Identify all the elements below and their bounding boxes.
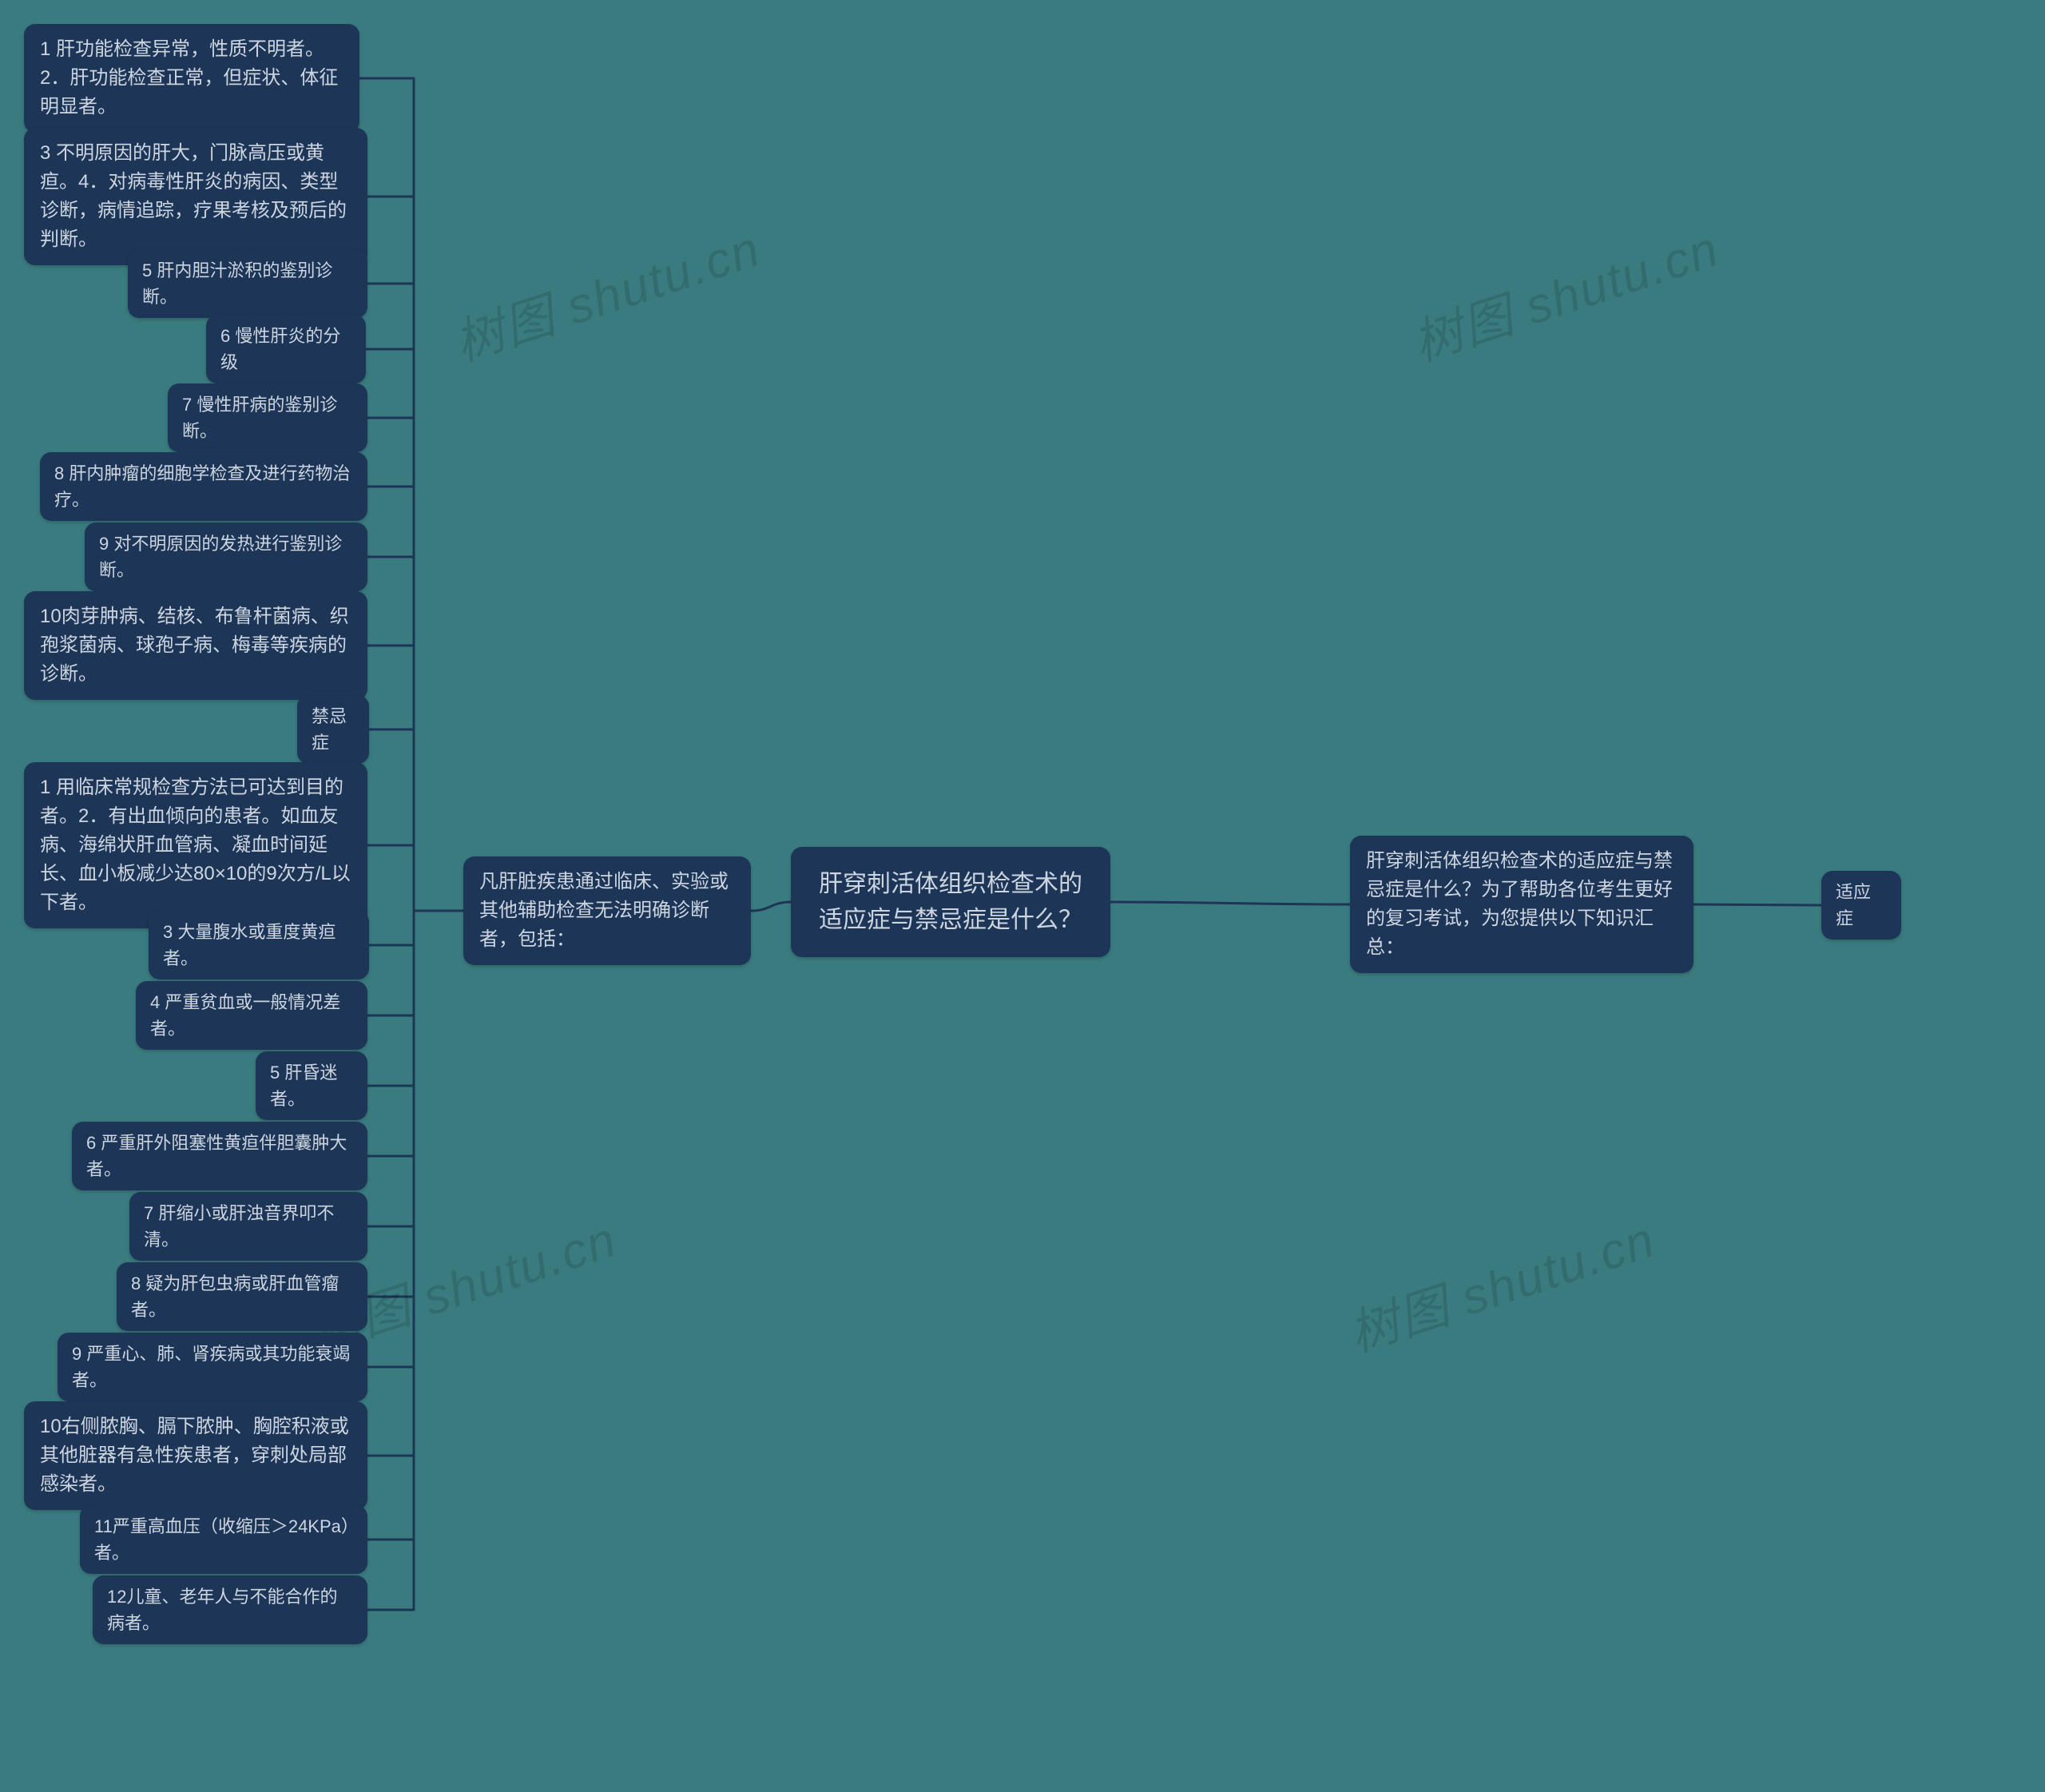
mindmap-node-right1[interactable]: 肝穿刺活体组织检查术的适应症与禁忌症是什么？为了帮助各位考生更好的复习考试，为您… xyxy=(1350,836,1694,973)
mindmap-node-L3[interactable]: 5 肝内胆汁淤积的鉴别诊断。 xyxy=(128,249,367,318)
edge xyxy=(1694,904,1821,905)
mindmap-node-L16[interactable]: 8 疑为肝包虫病或肝血管瘤者。 xyxy=(117,1262,367,1331)
mindmap-node-L6[interactable]: 8 肝内肿瘤的细胞学检查及进行药物治疗。 xyxy=(40,452,367,521)
mindmap-node-L2[interactable]: 3 不明原因的肝大，门脉高压或黄疸。4．对病毒性肝炎的病因、类型诊断，病情追踪，… xyxy=(24,128,367,265)
mindmap-node-L5[interactable]: 7 慢性肝病的鉴别诊断。 xyxy=(168,383,367,452)
mindmap-node-L11[interactable]: 3 大量腹水或重度黄疸者。 xyxy=(149,911,369,979)
mindmap-node-L10[interactable]: 1 用临床常规检查方法已可达到目的者。2．有出血倾向的患者。如血友病、海绵状肝血… xyxy=(24,762,367,928)
mindmap-node-L1[interactable]: 1 肝功能检查异常，性质不明者。2．肝功能检查正常，但症状、体征明显者。 xyxy=(24,24,359,133)
edge xyxy=(1110,902,1350,904)
mindmap-node-L19[interactable]: 11严重高血压（收缩压＞24KPa）者。 xyxy=(80,1505,367,1574)
mindmap-node-L17[interactable]: 9 严重心、肺、肾疾病或其功能衰竭者。 xyxy=(58,1333,367,1401)
mindmap-node-L14[interactable]: 6 严重肝外阻塞性黄疸伴胆囊肿大者。 xyxy=(72,1122,367,1190)
mindmap-node-L9[interactable]: 禁忌症 xyxy=(297,695,369,764)
mindmap-node-L12[interactable]: 4 严重贫血或一般情况差者。 xyxy=(136,981,367,1050)
mindmap-node-right2[interactable]: 适应症 xyxy=(1821,871,1901,940)
mindmap-node-L15[interactable]: 7 肝缩小或肝浊音界叩不清。 xyxy=(129,1192,367,1261)
mindmap-node-left1[interactable]: 凡肝脏疾患通过临床、实验或其他辅助检查无法明确诊断者，包括： xyxy=(463,856,751,965)
mindmap-node-L20[interactable]: 12儿童、老年人与不能合作的病者。 xyxy=(93,1575,367,1644)
mindmap-node-L7[interactable]: 9 对不明原因的发热进行鉴别诊断。 xyxy=(85,523,367,591)
mindmap-node-L18[interactable]: 10右侧脓胸、膈下脓肿、胸腔积液或其他脏器有急性疾患者，穿刺处局部感染者。 xyxy=(24,1401,367,1510)
mindmap-node-L4[interactable]: 6 慢性肝炎的分级 xyxy=(206,315,366,383)
mindmap-node-L8[interactable]: 10肉芽肿病、结核、布鲁杆菌病、织孢浆菌病、球孢子病、梅毒等疾病的诊断。 xyxy=(24,591,367,700)
mindmap-node-L13[interactable]: 5 肝昏迷者。 xyxy=(256,1051,367,1120)
edge xyxy=(751,902,791,911)
mindmap-node-root[interactable]: 肝穿刺活体组织检查术的适应症与禁忌症是什么？ xyxy=(791,847,1110,957)
